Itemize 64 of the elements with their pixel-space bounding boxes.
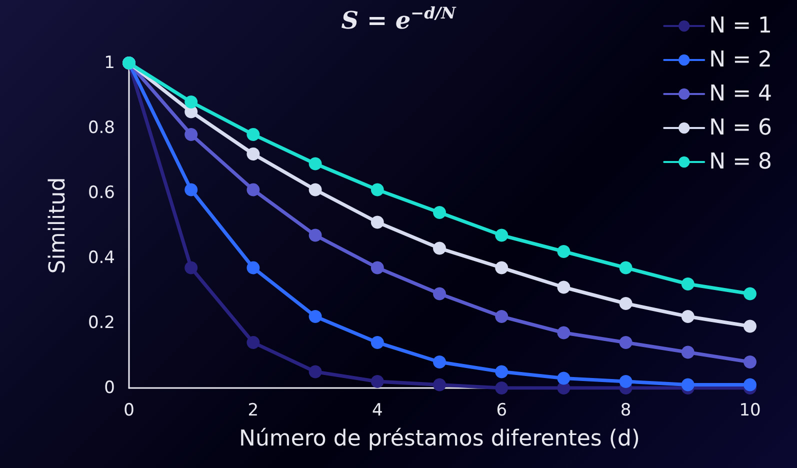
point xyxy=(433,242,446,255)
y-tick-label: 1 xyxy=(104,53,115,73)
point xyxy=(744,378,756,392)
point xyxy=(681,346,694,359)
point xyxy=(370,336,384,349)
point xyxy=(495,382,508,394)
point xyxy=(370,375,384,388)
point xyxy=(744,287,756,300)
point xyxy=(744,356,756,368)
x-tick-label: 8 xyxy=(620,400,632,420)
y-tick-label: 0.6 xyxy=(88,183,115,203)
legend-label: N = 4 xyxy=(709,82,772,106)
x-tick-label: 4 xyxy=(372,400,383,420)
legend-label: N = 2 xyxy=(709,48,772,72)
point xyxy=(184,183,198,196)
point xyxy=(246,183,260,196)
point xyxy=(681,310,694,323)
point xyxy=(308,365,322,378)
point xyxy=(308,183,322,196)
x-tick-label: 6 xyxy=(496,400,508,420)
point xyxy=(246,336,260,349)
point xyxy=(495,261,508,274)
point xyxy=(184,261,198,274)
point xyxy=(308,228,322,242)
point xyxy=(619,261,632,274)
point xyxy=(495,228,508,242)
point xyxy=(744,320,756,333)
point xyxy=(246,128,260,141)
x-axis-title: Número de préstamos diferentes (d) xyxy=(239,426,640,452)
y-tick-label: 0.8 xyxy=(88,118,115,138)
point xyxy=(557,326,570,340)
point xyxy=(619,297,632,310)
legend-label: N = 6 xyxy=(709,116,772,140)
point xyxy=(619,375,632,388)
point xyxy=(184,96,198,108)
point xyxy=(619,336,632,349)
point xyxy=(370,261,384,274)
y-tick-label: 0 xyxy=(104,378,115,398)
legend-label: N = 1 xyxy=(709,14,772,38)
x-tick-label: 2 xyxy=(248,400,259,420)
point xyxy=(557,372,570,385)
y-tick-label: 0.4 xyxy=(88,248,115,268)
point xyxy=(433,356,446,368)
point xyxy=(433,287,446,300)
point xyxy=(370,216,384,229)
y-axis-title: Similitud xyxy=(46,177,70,274)
point xyxy=(557,245,570,258)
point xyxy=(681,278,694,290)
point xyxy=(433,206,446,219)
point xyxy=(495,365,508,378)
point xyxy=(433,378,446,392)
point xyxy=(308,310,322,323)
point xyxy=(681,378,694,392)
legend-label: N = 8 xyxy=(709,150,772,174)
point xyxy=(370,183,384,196)
point xyxy=(246,261,260,274)
y-tick-label: 0.2 xyxy=(88,313,115,333)
x-tick-label: 10 xyxy=(739,400,761,420)
point xyxy=(246,148,260,160)
point xyxy=(308,157,322,170)
point xyxy=(495,310,508,323)
point xyxy=(184,128,198,141)
x-tick-label: 0 xyxy=(124,400,134,420)
point xyxy=(557,280,570,294)
